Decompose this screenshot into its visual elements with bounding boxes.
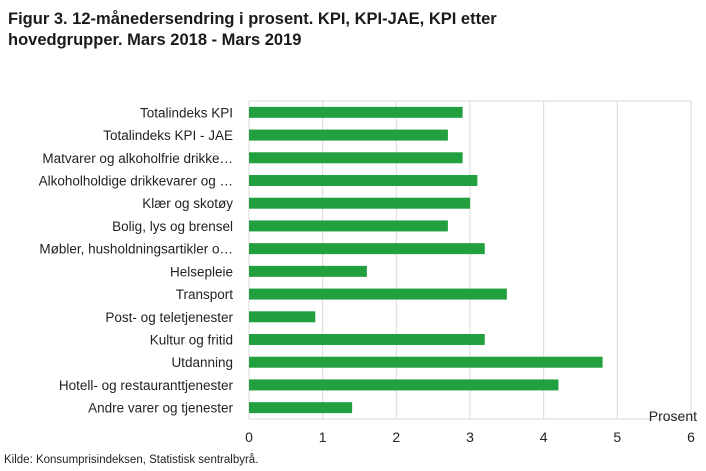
x-tick-label: 4 bbox=[540, 429, 548, 445]
category-label: Totalindeks KPI - JAE bbox=[103, 128, 233, 143]
x-tick-label: 2 bbox=[392, 429, 400, 445]
x-tick-label: 1 bbox=[319, 429, 327, 445]
category-label: Klær og skotøy bbox=[142, 196, 233, 211]
bar bbox=[249, 243, 485, 255]
chart-title-line-1: Figur 3. 12-månedersendring i prosent. K… bbox=[8, 10, 497, 28]
bar bbox=[249, 129, 448, 141]
category-label: Post- og teletjenester bbox=[105, 310, 233, 325]
bar bbox=[249, 334, 485, 345]
category-label: Hotell- og restauranttjenester bbox=[59, 378, 234, 393]
bar bbox=[249, 152, 463, 164]
bar bbox=[249, 379, 559, 391]
category-label: Møbler, husholdningsartikler o… bbox=[39, 242, 233, 257]
bar bbox=[249, 106, 463, 118]
x-tick-label: 0 bbox=[245, 429, 253, 445]
source-note: Kilde: Konsumprisindeksen, Statistisk se… bbox=[4, 454, 259, 466]
chart-title: Figur 3. 12-månedersendring i prosent. K… bbox=[8, 9, 688, 51]
category-label: Transport bbox=[176, 287, 234, 302]
category-label: Bolig, lys og brensel bbox=[112, 219, 233, 234]
bar bbox=[249, 175, 478, 186]
bar bbox=[249, 402, 353, 414]
category-label: Andre varer og tjenester bbox=[88, 401, 233, 416]
x-tick-label: 6 bbox=[687, 429, 695, 445]
bar bbox=[249, 356, 603, 368]
x-tick-label: 3 bbox=[466, 429, 474, 445]
bar bbox=[249, 197, 470, 209]
category-label: Utdanning bbox=[171, 355, 233, 370]
category-label: Kultur og fritid bbox=[150, 333, 233, 348]
category-label: Alkoholholdige drikkevarer og … bbox=[39, 174, 233, 189]
chart-title-line-2: hovedgrupper. Mars 2018 - Mars 2019 bbox=[8, 31, 302, 49]
x-axis-label: Prosent bbox=[649, 408, 697, 424]
bar bbox=[249, 265, 367, 277]
category-label: Totalindeks KPI bbox=[140, 105, 233, 120]
category-label: Helsepleie bbox=[170, 264, 233, 279]
category-label: Matvarer og alkoholfrie drikke… bbox=[42, 151, 233, 166]
x-tick-label: 5 bbox=[613, 429, 621, 445]
bar bbox=[249, 288, 507, 300]
bar bbox=[249, 220, 448, 232]
bar bbox=[249, 311, 316, 323]
